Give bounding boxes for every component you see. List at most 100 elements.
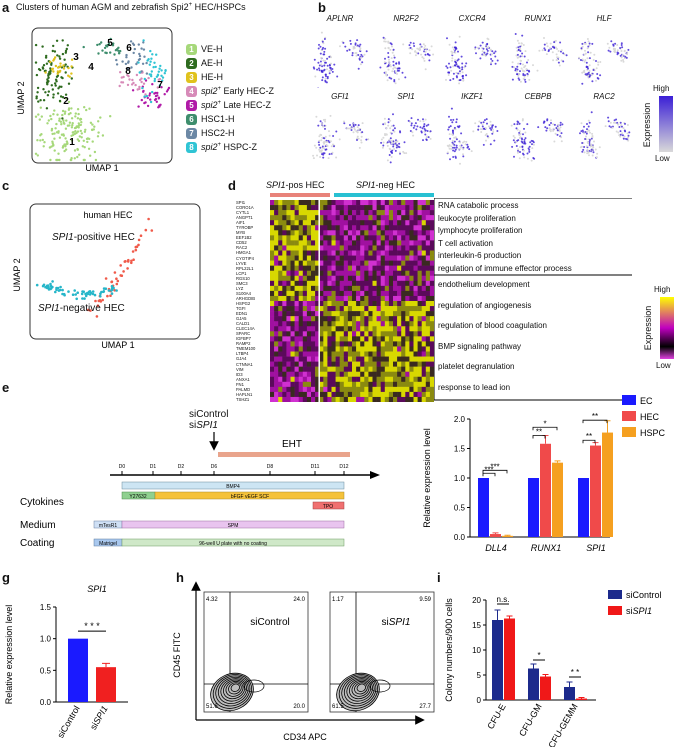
feature-point <box>389 127 392 130</box>
umap-point <box>64 71 67 74</box>
feature-point <box>424 50 427 53</box>
feature-point <box>318 64 321 67</box>
feature-point <box>385 73 388 76</box>
hec-point <box>76 291 79 294</box>
umap-point <box>96 135 100 138</box>
umap-point <box>109 37 112 41</box>
heatmap-cell <box>290 265 295 271</box>
heatmap-cell <box>364 396 369 402</box>
heatmap-cell <box>409 311 414 317</box>
feature-plot <box>579 111 631 159</box>
feature-point <box>550 122 552 124</box>
feature-point <box>321 65 324 68</box>
heatmap-cell <box>352 386 357 393</box>
feature-point <box>621 134 624 137</box>
feature-point <box>320 63 323 66</box>
feature-point <box>595 67 598 70</box>
heatmap-cell <box>327 376 332 383</box>
svg-text:Matrigel: Matrigel <box>99 541 117 547</box>
heatmap-cell <box>323 301 328 307</box>
feature-point <box>560 136 563 139</box>
heatmap-cell <box>282 336 287 342</box>
hec-point <box>42 283 46 287</box>
heatmap-cell <box>429 371 434 378</box>
heatmap-cell <box>282 376 287 383</box>
feature-point <box>477 46 479 49</box>
feature-point <box>619 135 622 138</box>
heatmap-cell <box>319 240 324 246</box>
feature-point <box>527 147 530 150</box>
umap-point <box>158 67 161 70</box>
feature-point <box>425 138 428 141</box>
heatmap-cell <box>302 336 308 342</box>
heatmap-cell <box>360 316 365 322</box>
umap-point <box>126 83 130 87</box>
feature-point <box>482 121 485 124</box>
heatmap-cell <box>335 301 340 307</box>
heatmap-cell <box>278 311 283 317</box>
feature-point <box>556 129 559 132</box>
heatmap-cell <box>388 361 394 367</box>
feature-point <box>318 43 320 46</box>
feature-point <box>392 124 395 127</box>
feature-point <box>324 127 326 130</box>
feature-point <box>387 46 390 49</box>
heatmap-cell <box>388 381 394 388</box>
heatmap-cell <box>278 285 283 292</box>
heatmap-cell <box>302 346 308 352</box>
heatmap-cell <box>401 200 406 206</box>
heatmap-cell <box>384 361 390 367</box>
heatmap-cell <box>335 346 340 352</box>
heatmap-cell <box>343 301 349 307</box>
heatmap-cell <box>421 250 427 256</box>
eht-label: EHT <box>282 439 302 450</box>
legend-label: HEC <box>640 412 660 422</box>
heatmap-cell <box>429 331 434 337</box>
sig-bracket <box>582 419 608 424</box>
heatmap-cell <box>298 235 304 241</box>
umap-point <box>154 94 158 98</box>
feature-point <box>591 132 594 135</box>
heatmap-cell <box>339 326 345 332</box>
heatmap-cell <box>425 295 431 302</box>
feature-point <box>617 123 620 126</box>
feature-point <box>324 59 326 62</box>
heatmap-cell <box>327 255 332 261</box>
feature-point <box>516 151 519 154</box>
heatmap-cell <box>323 285 328 292</box>
feature-point <box>584 131 587 133</box>
feature-point <box>387 52 390 54</box>
heatmap-cell <box>270 346 275 352</box>
legend-label: HSC1-H <box>201 114 235 124</box>
heatmap-cell <box>278 326 283 332</box>
heatmap-cell <box>311 275 316 282</box>
feature-point <box>598 146 601 149</box>
feature-point <box>560 59 563 62</box>
feature-point <box>459 144 462 147</box>
feature-point <box>515 141 518 143</box>
feature-point <box>621 132 624 135</box>
umap-point <box>163 93 166 96</box>
feature-point <box>608 125 611 128</box>
heatmap-cell <box>405 280 410 287</box>
heatmap-cell <box>274 371 279 378</box>
heatmap-cell <box>335 351 340 357</box>
heatmap-cell <box>376 240 381 246</box>
heatmap-cell <box>352 275 357 282</box>
heatmap-gene: EDN1 <box>236 311 248 317</box>
feature-point <box>323 64 326 67</box>
hec-point <box>71 293 75 296</box>
heatmap-cell <box>393 366 398 372</box>
heatmap-gene: SPARC <box>236 331 251 337</box>
feature-point <box>485 139 487 142</box>
y-tick-label: 1.5 <box>454 445 466 454</box>
feature-point <box>537 126 540 129</box>
heatmap-cell <box>335 366 340 372</box>
feature-point <box>521 118 524 121</box>
feature-point <box>581 71 584 74</box>
feature-point <box>324 79 327 82</box>
umap-point <box>51 88 54 91</box>
heatmap-cell <box>315 290 320 297</box>
hec-point <box>51 280 54 283</box>
heatmap-cell <box>339 255 345 261</box>
